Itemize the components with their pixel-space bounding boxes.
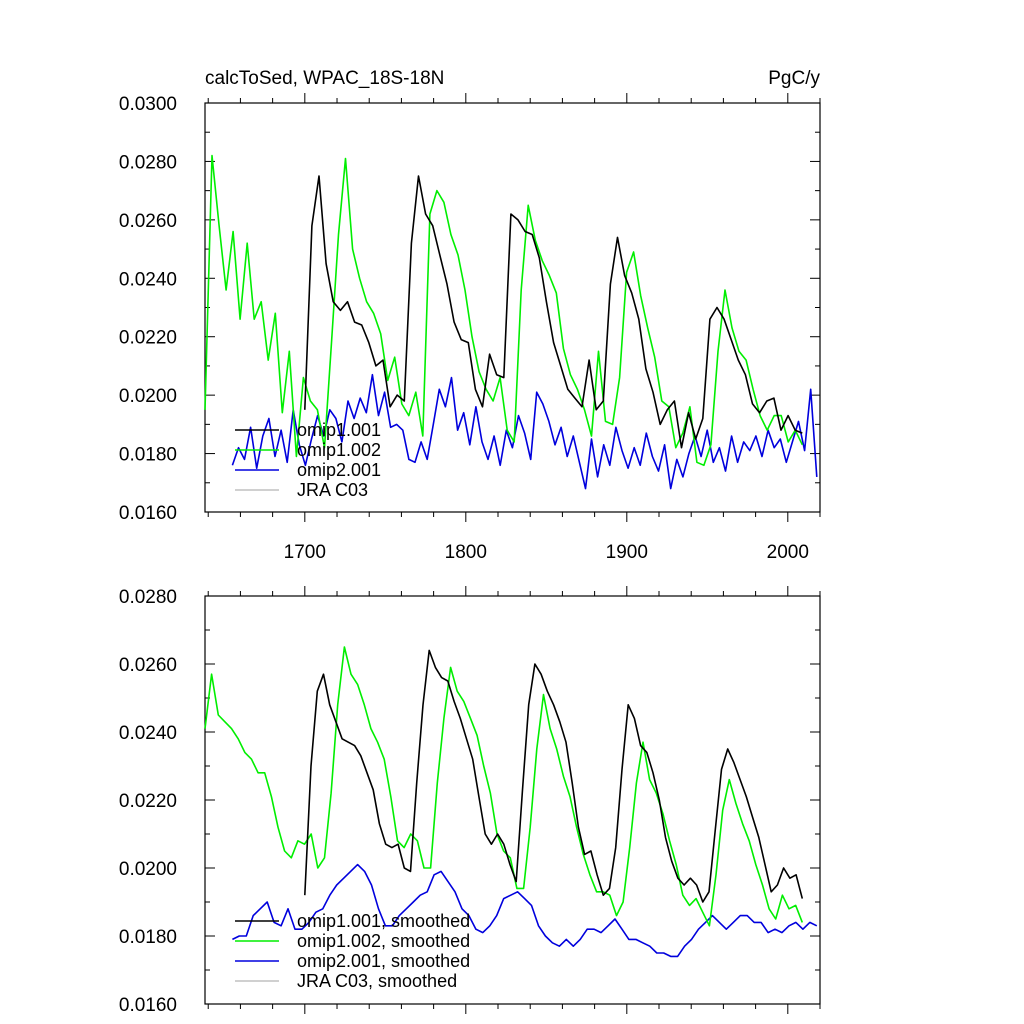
x-tick-label: 1800 bbox=[445, 542, 487, 563]
y-tick-label: 0.0160 bbox=[119, 995, 177, 1016]
y-tick-label: 0.0280 bbox=[119, 587, 177, 608]
top-axes: 0.0160 0.0180 0.0200 0.0220 0.0240 0.0260 0.02… bbox=[119, 93, 821, 563]
y-tick-label: 0.0160 bbox=[119, 503, 177, 524]
series-line-omip1-001 bbox=[304, 175, 803, 449]
bottom-series bbox=[204, 646, 818, 958]
smoothed-line-omip1-001 bbox=[304, 649, 804, 903]
panel-title: calcToSed, WPAC_18S-18N bbox=[205, 68, 444, 89]
y-tick-label: 0.0180 bbox=[119, 445, 177, 466]
smoothed-line-omip1-002 bbox=[204, 646, 804, 927]
legend-label: omip2.001 bbox=[297, 460, 381, 480]
legend-label: omip1.001 bbox=[297, 420, 381, 440]
bottom-axes: 0.0160 0.0180 0.0200 0.0220 0.0240 0.0260 0.02… bbox=[119, 586, 821, 1016]
smoothed-line-omip2-001 bbox=[232, 863, 818, 958]
y-tick-label: 0.0280 bbox=[119, 152, 177, 173]
units-label: PgC/y bbox=[768, 68, 820, 89]
series-line-omip2-001 bbox=[231, 373, 818, 490]
y-tick-label: 0.0180 bbox=[119, 927, 177, 948]
x-tick-label: 2000 bbox=[767, 542, 809, 563]
legend-label: omip1.001, smoothed bbox=[297, 911, 470, 931]
y-tick-label: 0.0220 bbox=[119, 328, 177, 349]
legend-label: omip2.001, smoothed bbox=[297, 951, 470, 971]
y-tick-label: 0.0240 bbox=[119, 269, 177, 290]
bottom-panel: 0.0160 0.0180 0.0200 0.0220 0.0240 0.0260 0.02… bbox=[119, 586, 821, 1016]
x-tick-label: 1900 bbox=[606, 542, 648, 563]
legend-label: JRA C03 bbox=[297, 480, 368, 500]
top-series bbox=[204, 154, 818, 490]
legend-label: omip1.002, smoothed bbox=[297, 931, 470, 951]
legend-label: JRA C03, smoothed bbox=[297, 971, 457, 991]
series-line-omip1-002 bbox=[204, 154, 804, 467]
y-tick-label: 0.0220 bbox=[119, 791, 177, 812]
y-tick-label: 0.0200 bbox=[119, 386, 177, 407]
top-panel: calcToSed, WPAC_18S-18N PgC/y 0.01600.01… bbox=[119, 68, 821, 563]
y-tick-label: 0.0200 bbox=[119, 859, 177, 880]
y-tick-label: 0.0300 bbox=[119, 94, 177, 115]
legend-label: omip1.002 bbox=[297, 440, 381, 460]
y-tick-label: 0.0260 bbox=[119, 655, 177, 676]
y-tick-label: 0.0260 bbox=[119, 211, 177, 232]
y-tick-label: 0.0240 bbox=[119, 723, 177, 744]
x-tick-label: 1700 bbox=[284, 542, 326, 563]
